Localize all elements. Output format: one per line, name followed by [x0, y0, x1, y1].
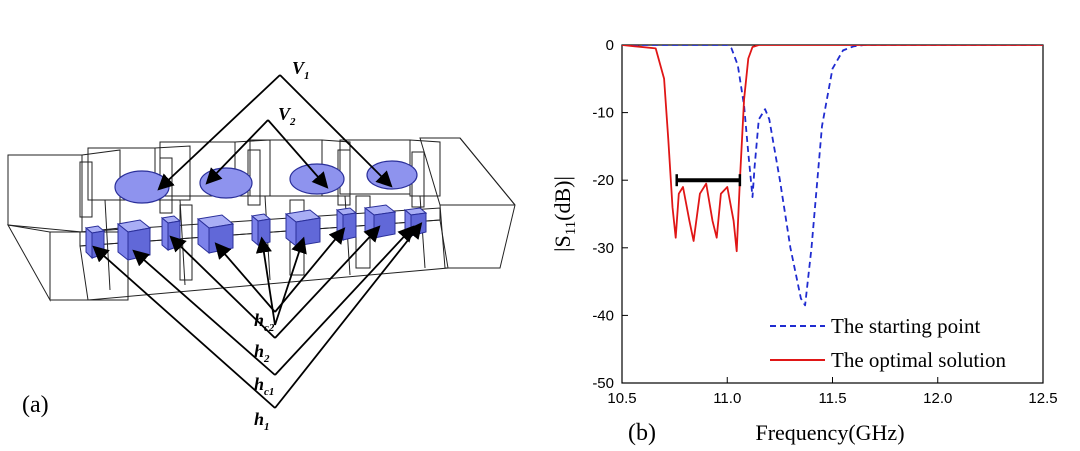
- y-tick-label: -10: [592, 105, 614, 122]
- tuning-disk-3: [289, 163, 345, 195]
- label-h2: h2: [254, 341, 270, 365]
- y-tick-label: -30: [592, 240, 614, 257]
- legend-label-optimal-solution: The optimal solution: [831, 348, 1006, 372]
- filter-structure-diagram: V1 V2 hc2 h2 hc1 h1 (a): [7, 58, 516, 433]
- s11-chart: 10.5 11.0 11.5 12.0 12.5 0 -10 -20 -30 -40 -50 Th…: [550, 37, 1058, 446]
- panel-label-a: (a): [22, 392, 49, 418]
- x-tick-label: 10.5: [607, 390, 636, 407]
- x-tick-label: 11.0: [713, 390, 741, 407]
- label-h1: h1: [254, 409, 270, 433]
- cavity-wireframe: [7, 137, 516, 302]
- tuning-disk-4: [366, 160, 418, 190]
- x-axis-title: Frequency(GHz): [755, 420, 904, 445]
- x-tick-label: 12.0: [923, 390, 952, 407]
- filter-structure-panel: V1 V2 hc2 h2 hc1 h1 (a): [0, 0, 540, 447]
- y-tick-label: -20: [592, 172, 614, 189]
- series-layer: [622, 45, 1043, 307]
- x-axis-ticks: 10.5 11.0 11.5 12.0 12.5: [607, 377, 1058, 407]
- legend-label-starting-point: The starting point: [831, 314, 980, 338]
- x-tick-label: 11.5: [818, 390, 846, 407]
- y-axis-ticks: 0 -10 -20 -30 -40 -50: [592, 37, 628, 392]
- s11-chart-panel: 10.5 11.0 11.5 12.0 12.5 0 -10 -20 -30 -40 -50 Th…: [540, 0, 1080, 447]
- panel-label-b: (b): [628, 420, 656, 446]
- y-tick-label: -50: [592, 375, 614, 392]
- y-tick-label: -40: [592, 307, 614, 324]
- tuning-disk-2: [199, 167, 253, 199]
- series-starting-point-line: [622, 45, 1043, 307]
- y-axis-title: |S11(dB)|: [550, 176, 579, 252]
- annotation-arrows: [92, 74, 423, 409]
- x-tick-label: 12.5: [1028, 390, 1057, 407]
- series-optimal-solution-line: [622, 45, 1043, 253]
- y-tick-label: 0: [606, 37, 614, 54]
- label-hc1: hc1: [254, 374, 274, 398]
- legend: The starting point The optimal solution: [770, 314, 1006, 372]
- label-hc2: hc2: [254, 310, 275, 334]
- label-v2: V2: [278, 104, 296, 128]
- label-v1: V1: [292, 58, 310, 82]
